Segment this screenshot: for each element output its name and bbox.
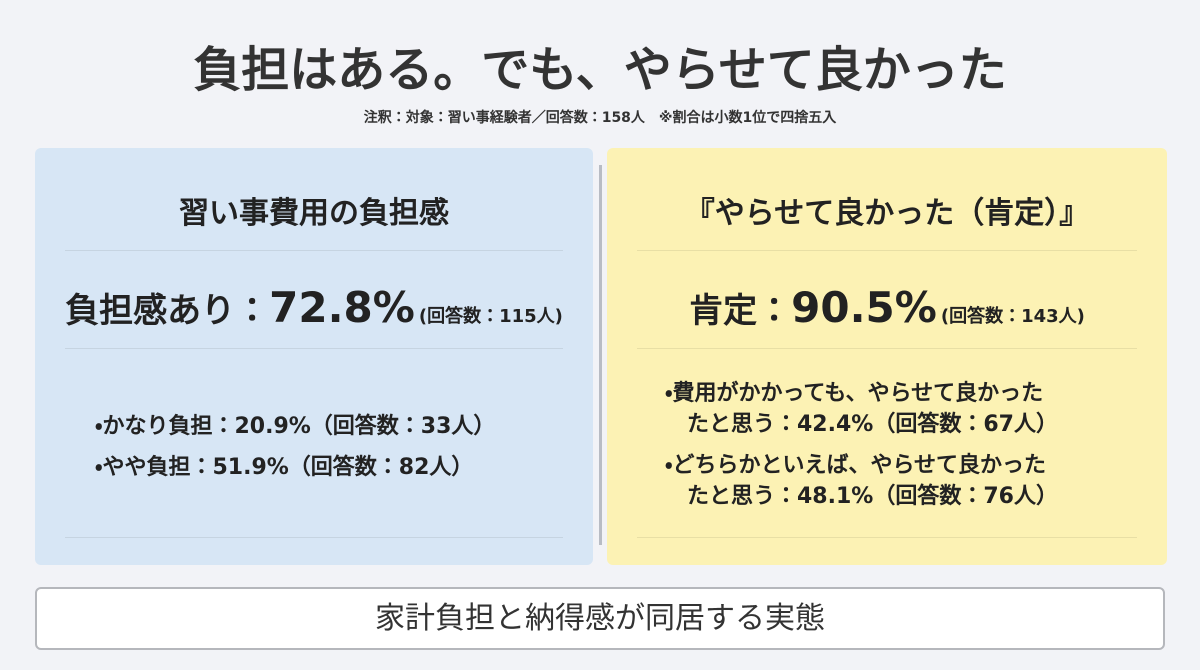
panel-heading: 『やらせて良かった（肯定）』 [684, 196, 1090, 231]
rule [65, 348, 563, 349]
rule [65, 537, 563, 538]
right-panel: 『やらせて良かった（肯定）』 肯定：90.5% (回答数：143人) ・費用がかか… [607, 148, 1167, 565]
stat-count: (回答数：115人) [418, 306, 563, 327]
bullets: ・費用がかかっても、やらせて良かったたと思う：42.4%（回答数：67人） ・どち… [607, 378, 1200, 522]
note: 注釈：対象：習い事経験者／回答数：158人 ※割合は小数1位で四捨五入 [363, 110, 837, 126]
bullet-line: たと思う：48.1%（回答数：76人） [687, 484, 1058, 509]
main-stat: 負担感あり：72.8% (回答数：115人) [35, 283, 593, 332]
bullet-line: たと思う：42.4%（回答数：67人） [687, 412, 1058, 437]
stat-label: 肯定： [689, 291, 792, 331]
rule [65, 250, 563, 251]
panel-heading: 習い事費用の負担感 [179, 196, 449, 231]
bullet: ・かなり負担：20.9%（回答数：33人） [95, 411, 653, 442]
bullets: ・かなり負担：20.9%（回答数：33人） ・やや負担：51.9%（回答数：82人… [35, 411, 653, 493]
stat-label: 負担感あり： [65, 291, 270, 331]
title: 負担はある。でも、やらせて良かった [193, 42, 1007, 98]
rule [637, 250, 1137, 251]
footer: 家計負担と納得感が同居する実態 [35, 587, 1165, 650]
bullet-line: ・どちらかといえば、やらせて良かった [665, 453, 1047, 478]
left-panel: 習い事費用の負担感 負担感あり：72.8% (回答数：115人) ・かなり負担：2… [35, 148, 593, 565]
bullet: ・やや負担：51.9%（回答数：82人） [95, 452, 653, 483]
rule [637, 537, 1137, 538]
bullet-line: ・やや負担：51.9%（回答数：82人） [95, 455, 474, 480]
bullet: ・どちらかといえば、やらせて良かったたと思う：48.1%（回答数：76人） [665, 450, 1200, 512]
stat-count: (回答数：143人) [940, 306, 1085, 327]
bullet-line: ・かなり負担：20.9%（回答数：33人） [95, 414, 496, 439]
bullet-line: ・費用がかかっても、やらせて良かった [665, 381, 1044, 406]
stat-value: 72.8% [269, 283, 415, 332]
rule [637, 348, 1137, 349]
main-stat: 肯定：90.5% (回答数：143人) [607, 283, 1167, 332]
stat-value: 90.5% [791, 283, 937, 332]
divider [599, 165, 602, 545]
bullet: ・費用がかかっても、やらせて良かったたと思う：42.4%（回答数：67人） [665, 378, 1200, 440]
